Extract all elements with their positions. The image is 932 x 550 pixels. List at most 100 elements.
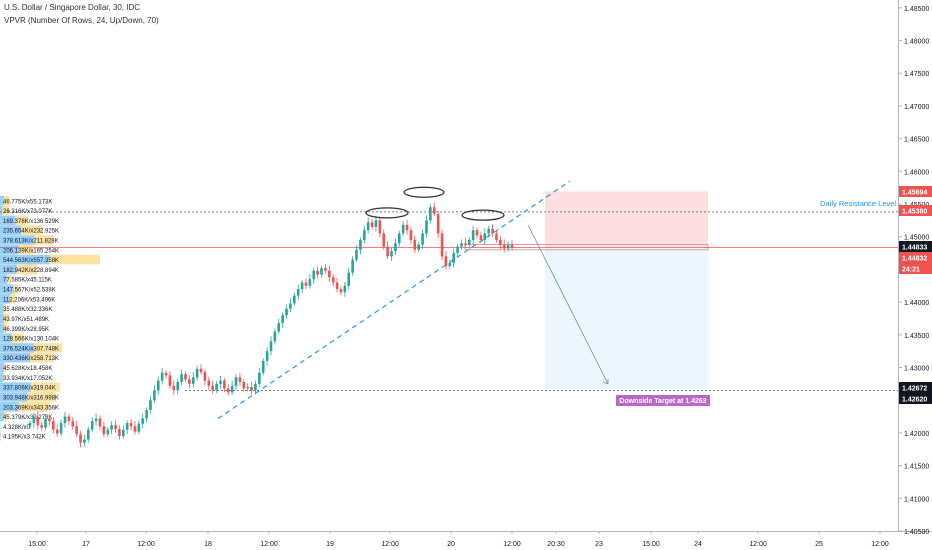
candle-body xyxy=(164,372,168,376)
candle-body xyxy=(401,224,405,234)
y-tick-label: 1.40500 xyxy=(904,529,929,536)
volume-profile-bar-down xyxy=(4,323,7,334)
y-tick-label: 1.46500 xyxy=(904,137,929,144)
price-axis-badge-text: 1.42672 xyxy=(902,386,927,393)
candle-body xyxy=(188,379,191,384)
x-tick-label: 12:00 xyxy=(871,541,889,548)
price-axis-badge-bg xyxy=(899,263,932,274)
volume-profile-bar-up xyxy=(0,284,14,294)
volume-profile-bar-down xyxy=(34,235,54,245)
left-shoulder-ellipse xyxy=(365,207,409,219)
price-axis-badge: 1.45694 xyxy=(899,186,932,197)
candle-body xyxy=(436,213,440,234)
price-axis-badge-bg xyxy=(899,382,932,393)
volume-profile-bar-down xyxy=(2,205,10,216)
candle-body xyxy=(242,381,246,389)
profit-zone xyxy=(545,247,708,390)
candle-body xyxy=(432,207,436,214)
candle-body xyxy=(452,253,455,263)
volume-profile-bar-up xyxy=(0,402,19,412)
candle-body xyxy=(265,351,269,361)
y-tick-label: 1.44000 xyxy=(904,300,929,307)
volume-profile-bar-up xyxy=(0,382,31,392)
candle-body xyxy=(417,244,421,250)
candle-body xyxy=(63,416,67,424)
candle-body xyxy=(156,380,160,391)
candle-body xyxy=(460,243,463,247)
candle-body xyxy=(487,228,490,234)
volume-profile-label: 4.195K/x3.742K xyxy=(3,435,46,441)
volume-profile-label: 376.524K/x307.748K xyxy=(3,346,59,352)
volume-profile-label: 4.328K/x0 xyxy=(3,425,31,431)
candle-body xyxy=(180,374,183,382)
volume-profile-bar-down xyxy=(29,352,54,363)
candle-body xyxy=(172,385,176,391)
candle-body xyxy=(495,233,498,240)
candle-body xyxy=(324,268,327,271)
candle-body xyxy=(370,222,374,227)
volume-profile-bar-up xyxy=(0,362,5,373)
target-label-text: Downside Target at 1.4262 xyxy=(619,398,707,405)
volume-profile-bar-up xyxy=(0,392,28,402)
x-tick-label: 18 xyxy=(204,541,212,548)
price-axis-badge-bg xyxy=(899,186,932,197)
candle-body xyxy=(28,423,32,426)
volume-profile-bar-up xyxy=(0,303,4,314)
volume-profile-label: 33.934K/x17.052K xyxy=(3,376,52,382)
candle-body xyxy=(510,244,514,248)
candle-body xyxy=(44,418,47,428)
chart-title: U.S. Dollar / Singapore Dollar, 30, IDC xyxy=(4,3,141,12)
candle-body xyxy=(94,418,98,422)
candle-body xyxy=(374,220,378,227)
candle-body xyxy=(83,439,86,443)
candle-body xyxy=(168,375,172,386)
volume-profile-label: 43.97K/x51.489K xyxy=(3,317,49,323)
volume-profile-bar-up xyxy=(0,274,8,284)
volume-profile-bar-up xyxy=(0,313,4,324)
candle-body xyxy=(258,372,261,384)
candle-body xyxy=(378,220,382,234)
price-axis-badge-bg xyxy=(899,393,932,404)
candle-body xyxy=(207,380,211,386)
candle-body xyxy=(36,416,40,426)
candle-body xyxy=(351,259,354,273)
candle-body xyxy=(223,380,226,389)
candle-body xyxy=(141,418,145,424)
candle-body xyxy=(312,270,316,280)
candle-body xyxy=(52,421,55,430)
indicator-legend[interactable]: VPVR (Number Of Rows, 24, Up/Down, 70) xyxy=(4,16,159,25)
volume-profile-label: 26.316K/x73.077K xyxy=(3,209,52,215)
volume-profile-bar-down xyxy=(7,274,12,284)
candle-body xyxy=(405,224,409,231)
candle-body xyxy=(32,416,36,424)
volume-profile-bar-down xyxy=(10,294,16,304)
x-tick-label: 24 xyxy=(694,541,702,548)
volume-profile-label: 46.399K/x28.95K xyxy=(3,327,49,333)
candle-body xyxy=(316,270,319,275)
head-ellipse xyxy=(403,186,445,198)
trendline xyxy=(217,180,571,420)
candle-body xyxy=(339,289,343,293)
candle-body xyxy=(98,418,102,427)
candle-body xyxy=(397,233,401,244)
candle-body xyxy=(281,315,284,324)
volume-profile-bar-up xyxy=(0,196,5,206)
volume-profile-bar-down xyxy=(18,402,50,412)
price-axis-badge: 1.42672 xyxy=(899,382,932,393)
volume-profile-bar-down xyxy=(13,284,19,294)
candle-body xyxy=(300,282,304,290)
candle-body xyxy=(118,428,121,437)
candle-body xyxy=(359,239,362,250)
volume-profile-bar-up xyxy=(0,254,50,265)
volume-profile-bar-down xyxy=(49,254,100,265)
candle-body xyxy=(499,239,502,245)
stop-loss-zone xyxy=(545,191,708,248)
candle-body xyxy=(440,233,444,257)
price-axis-badge: 1.45380 xyxy=(899,205,932,216)
volume-profile-label: 169.378K/x136.529K xyxy=(3,219,59,225)
candle-body xyxy=(362,230,366,240)
candle-body xyxy=(479,235,483,240)
volume-profile-bar-up xyxy=(0,343,35,353)
volume-profile-bar-down xyxy=(15,215,28,226)
